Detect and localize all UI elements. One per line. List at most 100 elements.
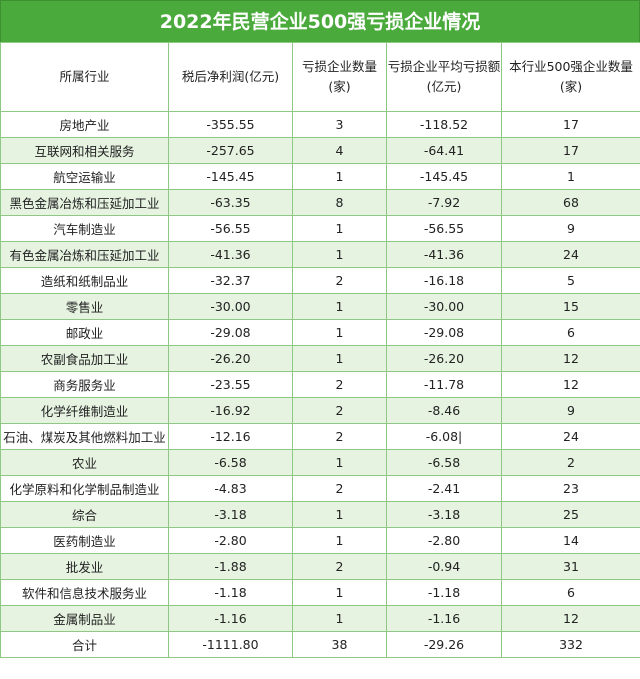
cell-avg-loss: -8.46 [386, 397, 502, 424]
cell-avg-loss: -3.18 [386, 501, 502, 528]
table-row: 汽车制造业 -56.55 1 -56.55 9 [0, 215, 640, 242]
table-row: 化学原料和化学制品制造业 -4.83 2 -2.41 23 [0, 475, 640, 502]
cell-industry-count: 25 [501, 501, 640, 528]
cell-net-profit: -29.08 [168, 319, 293, 346]
total-label: 合计 [0, 631, 169, 658]
cell-net-profit: -257.65 [168, 137, 293, 164]
table-row: 商务服务业 -23.55 2 -11.78 12 [0, 371, 640, 398]
cell-loss-count: 2 [292, 553, 387, 580]
table-row: 黑色金属冶炼和压延加工业 -63.35 8 -7.92 68 [0, 189, 640, 216]
cell-industry: 航空运输业 [0, 163, 169, 190]
cell-avg-loss: -64.41 [386, 137, 502, 164]
cell-loss-count: 1 [292, 345, 387, 372]
cell-net-profit: -6.58 [168, 449, 293, 476]
cell-industry: 金属制品业 [0, 605, 169, 632]
cell-industry: 化学纤维制造业 [0, 397, 169, 424]
cell-avg-loss: -0.94 [386, 553, 502, 580]
cell-avg-loss: -6.08| [386, 423, 502, 450]
cell-industry: 化学原料和化学制品制造业 [0, 475, 169, 502]
cell-loss-count: 1 [292, 319, 387, 346]
cell-net-profit: -16.92 [168, 397, 293, 424]
table-row: 航空运输业 -145.45 1 -145.45 1 [0, 163, 640, 190]
cell-loss-count: 8 [292, 189, 387, 216]
total-industry-count: 332 [501, 631, 640, 658]
cell-industry: 房地产业 [0, 111, 169, 138]
total-net-profit: -1111.80 [168, 631, 293, 658]
cell-net-profit: -145.45 [168, 163, 293, 190]
cell-net-profit: -3.18 [168, 501, 293, 528]
cell-loss-count: 2 [292, 475, 387, 502]
cell-avg-loss: -2.80 [386, 527, 502, 554]
cell-avg-loss: -29.08 [386, 319, 502, 346]
cell-industry-count: 14 [501, 527, 640, 554]
table-row: 农副食品加工业 -26.20 1 -26.20 12 [0, 345, 640, 372]
cell-industry-count: 6 [501, 579, 640, 606]
table-row: 软件和信息技术服务业 -1.18 1 -1.18 6 [0, 579, 640, 606]
cell-net-profit: -30.00 [168, 293, 293, 320]
cell-industry: 黑色金属冶炼和压延加工业 [0, 189, 169, 216]
table-header: 所属行业 税后净利润(亿元) 亏损企业数量(家) 亏损企业平均亏损额(亿元) 本… [0, 42, 640, 112]
header-industry: 所属行业 [0, 42, 169, 112]
table-row: 金属制品业 -1.16 1 -1.16 12 [0, 605, 640, 632]
table-row: 房地产业 -355.55 3 -118.52 17 [0, 111, 640, 138]
table-title: 2022年民营企业500强亏损企业情况 [0, 0, 640, 42]
loss-table: 所属行业 税后净利润(亿元) 亏损企业数量(家) 亏损企业平均亏损额(亿元) 本… [0, 42, 640, 658]
cell-net-profit: -23.55 [168, 371, 293, 398]
cell-industry: 综合 [0, 501, 169, 528]
cell-loss-count: 2 [292, 267, 387, 294]
cell-industry-count: 23 [501, 475, 640, 502]
cell-avg-loss: -6.58 [386, 449, 502, 476]
cell-net-profit: -32.37 [168, 267, 293, 294]
cell-industry-count: 1 [501, 163, 640, 190]
header-avg-loss: 亏损企业平均亏损额(亿元) [386, 42, 502, 112]
cell-loss-count: 1 [292, 241, 387, 268]
table-row: 邮政业 -29.08 1 -29.08 6 [0, 319, 640, 346]
cell-loss-count: 1 [292, 605, 387, 632]
header-net-profit: 税后净利润(亿元) [168, 42, 293, 112]
cell-avg-loss: -30.00 [386, 293, 502, 320]
cell-loss-count: 1 [292, 579, 387, 606]
cell-industry: 邮政业 [0, 319, 169, 346]
table-row: 医药制造业 -2.80 1 -2.80 14 [0, 527, 640, 554]
table-row: 有色金属冶炼和压延加工业 -41.36 1 -41.36 24 [0, 241, 640, 268]
cell-industry-count: 5 [501, 267, 640, 294]
cell-industry-count: 24 [501, 241, 640, 268]
cell-industry: 零售业 [0, 293, 169, 320]
cell-avg-loss: -7.92 [386, 189, 502, 216]
cell-industry-count: 24 [501, 423, 640, 450]
table-row: 零售业 -30.00 1 -30.00 15 [0, 293, 640, 320]
cell-net-profit: -1.16 [168, 605, 293, 632]
cell-loss-count: 1 [292, 293, 387, 320]
cell-industry: 商务服务业 [0, 371, 169, 398]
cell-industry-count: 17 [501, 111, 640, 138]
cell-net-profit: -26.20 [168, 345, 293, 372]
cell-industry: 互联网和相关服务 [0, 137, 169, 164]
cell-loss-count: 1 [292, 215, 387, 242]
cell-industry: 农业 [0, 449, 169, 476]
cell-industry-count: 2 [501, 449, 640, 476]
cell-industry-count: 9 [501, 397, 640, 424]
cell-industry-count: 9 [501, 215, 640, 242]
table-row: 石油、煤炭及其他燃料加工业 -12.16 2 -6.08| 24 [0, 423, 640, 450]
table-row: 造纸和纸制品业 -32.37 2 -16.18 5 [0, 267, 640, 294]
cell-industry: 医药制造业 [0, 527, 169, 554]
cell-loss-count: 2 [292, 397, 387, 424]
header-loss-count: 亏损企业数量(家) [292, 42, 387, 112]
table-row: 化学纤维制造业 -16.92 2 -8.46 9 [0, 397, 640, 424]
total-avg-loss: -29.26 [386, 631, 502, 658]
cell-avg-loss: -145.45 [386, 163, 502, 190]
cell-industry-count: 12 [501, 605, 640, 632]
cell-industry: 汽车制造业 [0, 215, 169, 242]
cell-net-profit: -41.36 [168, 241, 293, 268]
cell-industry: 批发业 [0, 553, 169, 580]
cell-industry-count: 15 [501, 293, 640, 320]
cell-net-profit: -2.80 [168, 527, 293, 554]
total-loss-count: 38 [292, 631, 387, 658]
cell-loss-count: 1 [292, 449, 387, 476]
table-body: 房地产业 -355.55 3 -118.52 17 互联网和相关服务 -257.65 4 -64… [0, 111, 640, 632]
cell-loss-count: 1 [292, 527, 387, 554]
cell-loss-count: 4 [292, 137, 387, 164]
cell-industry: 造纸和纸制品业 [0, 267, 169, 294]
cell-avg-loss: -41.36 [386, 241, 502, 268]
